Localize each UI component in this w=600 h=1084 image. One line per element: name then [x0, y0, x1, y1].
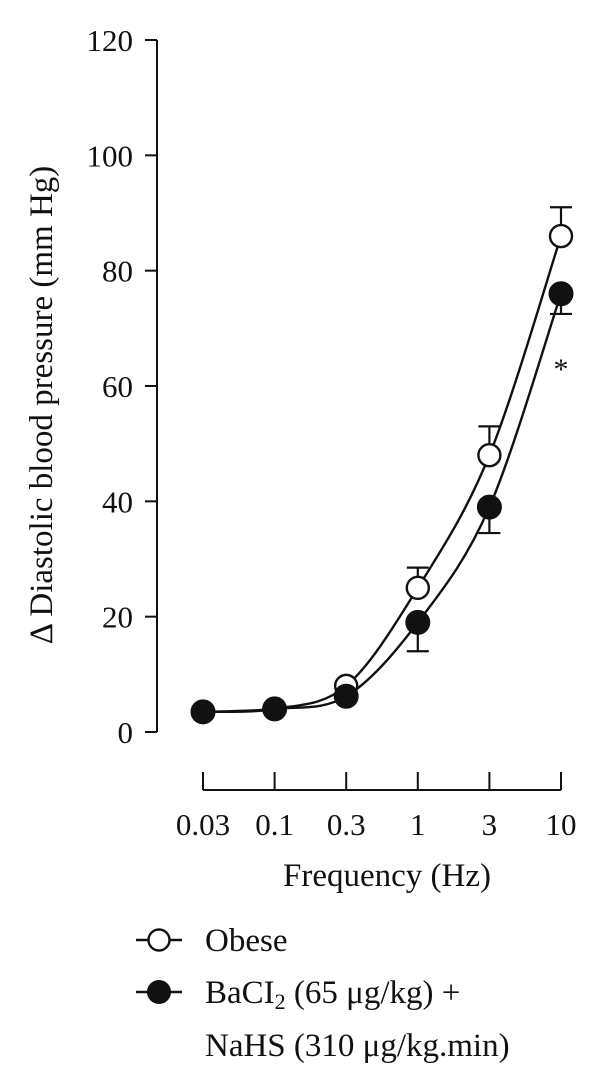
- data-point-treatment: [405, 609, 431, 635]
- legend: Obese BaCI2 (65 μg/kg) + NaHS (310 μg/kg…: [136, 923, 510, 1064]
- data-point-obese: [477, 443, 502, 468]
- x-tick-label: 0.1: [255, 807, 294, 842]
- x-axis-label: Frequency (Hz): [283, 858, 491, 894]
- y-axis-label: Δ Diastolic blood pressure (mm Hg): [24, 166, 60, 645]
- y-tick-label: 20: [102, 600, 133, 635]
- y-tick-label: 80: [102, 254, 133, 289]
- legend-item-obese: Obese: [136, 923, 287, 959]
- series-line-treatment: [202, 293, 563, 714]
- data-point-obese: [548, 223, 574, 249]
- y-tick-label: 100: [87, 138, 134, 173]
- data-point-treatment: [476, 494, 502, 520]
- series-line-obese: [202, 235, 563, 714]
- x-ticks: 0.03 0.1 0.3 1 3 10: [176, 772, 577, 842]
- x-tick-label: 1: [410, 807, 426, 842]
- significance-asterisk: *: [554, 353, 569, 386]
- y-ticks: 0 20 40 60 80 100 120: [87, 23, 157, 750]
- legend-label-treatment-line2: NaHS (310 μg/kg.min): [205, 1028, 510, 1064]
- data-point-treatment: [548, 281, 574, 307]
- data-point-treatment: [190, 699, 216, 725]
- plot-area: *: [190, 206, 574, 725]
- data-point-treatment: [333, 683, 359, 709]
- legend-label-treatment-line1: BaCI2 (65 μg/kg) +: [205, 975, 460, 1014]
- legend-marker-open-circle: [147, 928, 171, 952]
- y-tick-label: 40: [102, 484, 133, 519]
- x-tick-label: 0.3: [327, 807, 366, 842]
- legend-label-treatment-prefix: BaCI: [205, 975, 275, 1011]
- y-tick-label: 0: [118, 715, 134, 750]
- y-tick-label: 120: [87, 23, 134, 58]
- legend-marker-filled-circle: [147, 980, 171, 1004]
- x-tick-label: 0.03: [176, 807, 230, 842]
- data-point-treatment: [262, 696, 288, 722]
- y-tick-label: 60: [102, 369, 133, 404]
- legend-label-treatment-suffix: (65 μg/kg) +: [286, 975, 461, 1011]
- legend-item-treatment: BaCI2 (65 μg/kg) + NaHS (310 μg/kg.min): [136, 975, 510, 1064]
- legend-label-obese: Obese: [205, 923, 287, 959]
- x-tick-label: 10: [546, 807, 577, 842]
- x-tick-label: 3: [482, 807, 498, 842]
- legend-label-treatment-subscript: 2: [275, 989, 286, 1014]
- data-point-obese: [405, 575, 430, 601]
